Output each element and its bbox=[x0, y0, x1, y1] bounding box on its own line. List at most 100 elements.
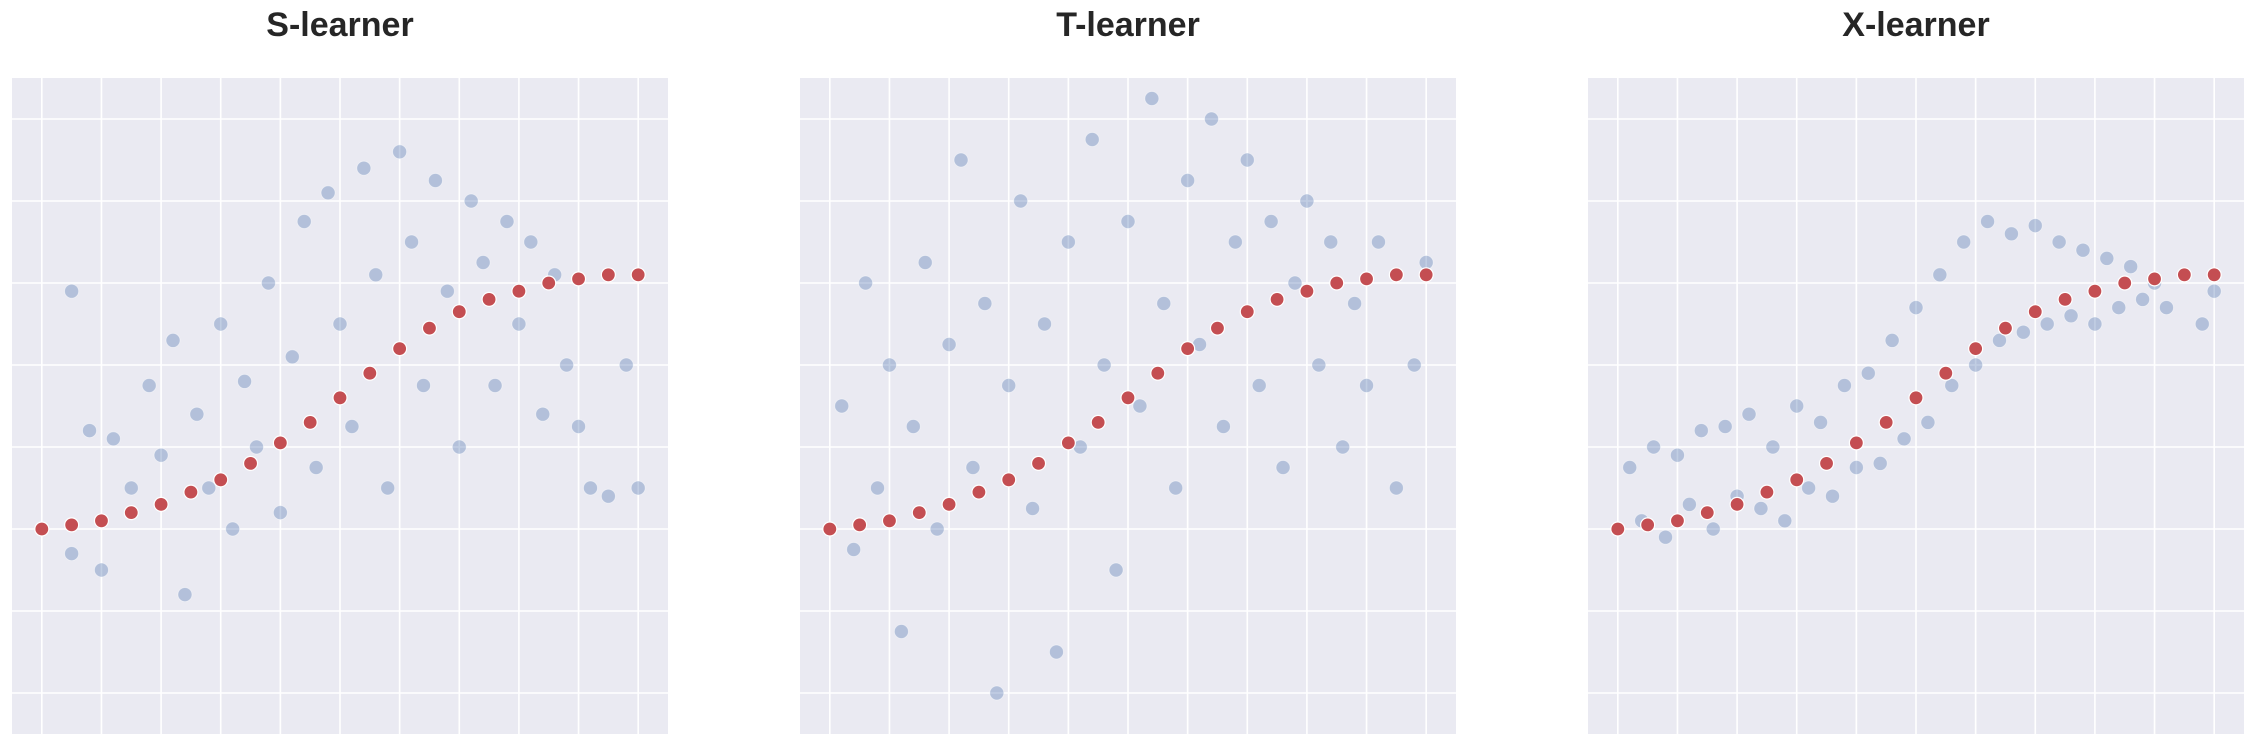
scatter-point bbox=[1896, 431, 1912, 447]
true-effect-point bbox=[213, 472, 229, 488]
true-effect-point bbox=[1938, 365, 1954, 381]
scatter-point bbox=[1287, 275, 1303, 291]
scatter-point bbox=[1120, 214, 1136, 229]
true-effect-point bbox=[451, 304, 467, 320]
scatter-point bbox=[225, 521, 241, 537]
scatter-point bbox=[1060, 234, 1076, 250]
scatter-point bbox=[237, 373, 252, 389]
scatter-point bbox=[1908, 300, 1924, 316]
scatter-point bbox=[893, 624, 909, 639]
scatter-point bbox=[535, 406, 551, 422]
scatter-point bbox=[213, 316, 229, 332]
scatter-point bbox=[1371, 234, 1386, 250]
scatter-plot bbox=[800, 78, 1456, 734]
scatter-point bbox=[356, 160, 372, 176]
scatter-point bbox=[1837, 378, 1852, 393]
true-effect-point bbox=[911, 505, 927, 521]
true-effect-point bbox=[1299, 283, 1315, 299]
scatter-point bbox=[1204, 111, 1219, 127]
scatter-point bbox=[2206, 283, 2222, 299]
scatter-point bbox=[1084, 132, 1100, 147]
true-effect-point bbox=[302, 414, 318, 430]
scatter-point bbox=[858, 275, 873, 291]
plot-area bbox=[800, 78, 1456, 734]
scatter-point bbox=[1932, 267, 1948, 283]
true-effect-point bbox=[971, 484, 987, 500]
scatter-point bbox=[523, 234, 539, 250]
chart-title: X-learner bbox=[1842, 6, 1990, 44]
scatter-point bbox=[630, 480, 646, 496]
true-effect-point bbox=[392, 341, 408, 357]
true-effect-point bbox=[153, 496, 169, 512]
true-effect-point bbox=[1669, 513, 1686, 529]
scatter-point bbox=[463, 193, 479, 209]
scatter-point bbox=[249, 439, 264, 455]
true-effect-point bbox=[2057, 291, 2073, 307]
scatter-point bbox=[1658, 529, 1673, 545]
scatter-point bbox=[953, 152, 969, 168]
true-effect-point bbox=[1001, 472, 1017, 488]
true-effect-point bbox=[1759, 484, 1775, 500]
scatter-point bbox=[1251, 378, 1267, 393]
scatter-point bbox=[2135, 291, 2151, 307]
scatter-point bbox=[1872, 455, 1888, 471]
scatter-point bbox=[2087, 316, 2103, 332]
scatter-point bbox=[2123, 259, 2139, 275]
plot-area bbox=[12, 78, 668, 734]
true-effect-point bbox=[1180, 341, 1196, 357]
true-effect-point bbox=[1878, 414, 1894, 430]
scatter-point bbox=[451, 439, 467, 455]
scatter-point bbox=[1789, 398, 1805, 414]
scatter-point bbox=[2099, 250, 2115, 266]
scatter-point bbox=[1813, 414, 1828, 430]
scatter-point bbox=[1180, 173, 1196, 188]
scatter-point bbox=[1049, 644, 1064, 660]
chart-panel-s-learner: S-learner bbox=[0, 0, 680, 744]
scatter-point bbox=[1108, 562, 1124, 578]
scatter-point bbox=[870, 480, 885, 496]
scatter-point bbox=[1096, 357, 1112, 373]
scatter-point bbox=[1311, 357, 1327, 373]
scatter-point bbox=[284, 349, 300, 365]
true-effect-point bbox=[541, 275, 557, 291]
scatter-point bbox=[1980, 214, 1995, 229]
scatter-point bbox=[977, 296, 993, 311]
scatter-point bbox=[1359, 378, 1374, 393]
true-effect-point bbox=[1789, 472, 1805, 488]
true-effect-point bbox=[1120, 390, 1136, 406]
scatter-point bbox=[1323, 234, 1339, 250]
scatter-point bbox=[64, 283, 80, 299]
scatter-point bbox=[905, 419, 921, 434]
scatter-point bbox=[1001, 378, 1017, 393]
scatter-point bbox=[1944, 378, 1960, 393]
true-effect-point bbox=[2176, 267, 2192, 283]
true-effect-point bbox=[183, 484, 199, 500]
scatter-point bbox=[1717, 419, 1733, 434]
scatter-point bbox=[965, 460, 981, 475]
scatter-point bbox=[189, 406, 205, 422]
scatter-point bbox=[141, 378, 157, 393]
scatter-point bbox=[1347, 296, 1363, 311]
scatter-plot bbox=[1588, 78, 2244, 734]
scatter-point bbox=[368, 267, 384, 283]
scatter-point bbox=[2015, 324, 2031, 340]
scatter-point bbox=[1705, 521, 1721, 537]
true-effect-point bbox=[332, 390, 348, 406]
scatter-point bbox=[380, 480, 396, 496]
scatter-point bbox=[1956, 234, 1972, 250]
true-effect-point bbox=[1818, 455, 1835, 471]
true-effect-point bbox=[822, 521, 838, 537]
scatter-point bbox=[1992, 332, 2007, 348]
scatter-point bbox=[882, 357, 897, 373]
scatter-point bbox=[2039, 316, 2055, 332]
scatter-point bbox=[344, 419, 360, 434]
true-effect-point bbox=[570, 271, 587, 287]
true-effect-point bbox=[2027, 304, 2043, 320]
scatter-point bbox=[2075, 242, 2091, 258]
scatter-point bbox=[487, 378, 503, 393]
true-effect-point bbox=[600, 267, 616, 283]
scatter-point bbox=[1168, 480, 1184, 496]
scatter-point bbox=[583, 480, 598, 496]
scatter-point bbox=[404, 234, 419, 250]
scatter-point bbox=[2027, 218, 2043, 234]
